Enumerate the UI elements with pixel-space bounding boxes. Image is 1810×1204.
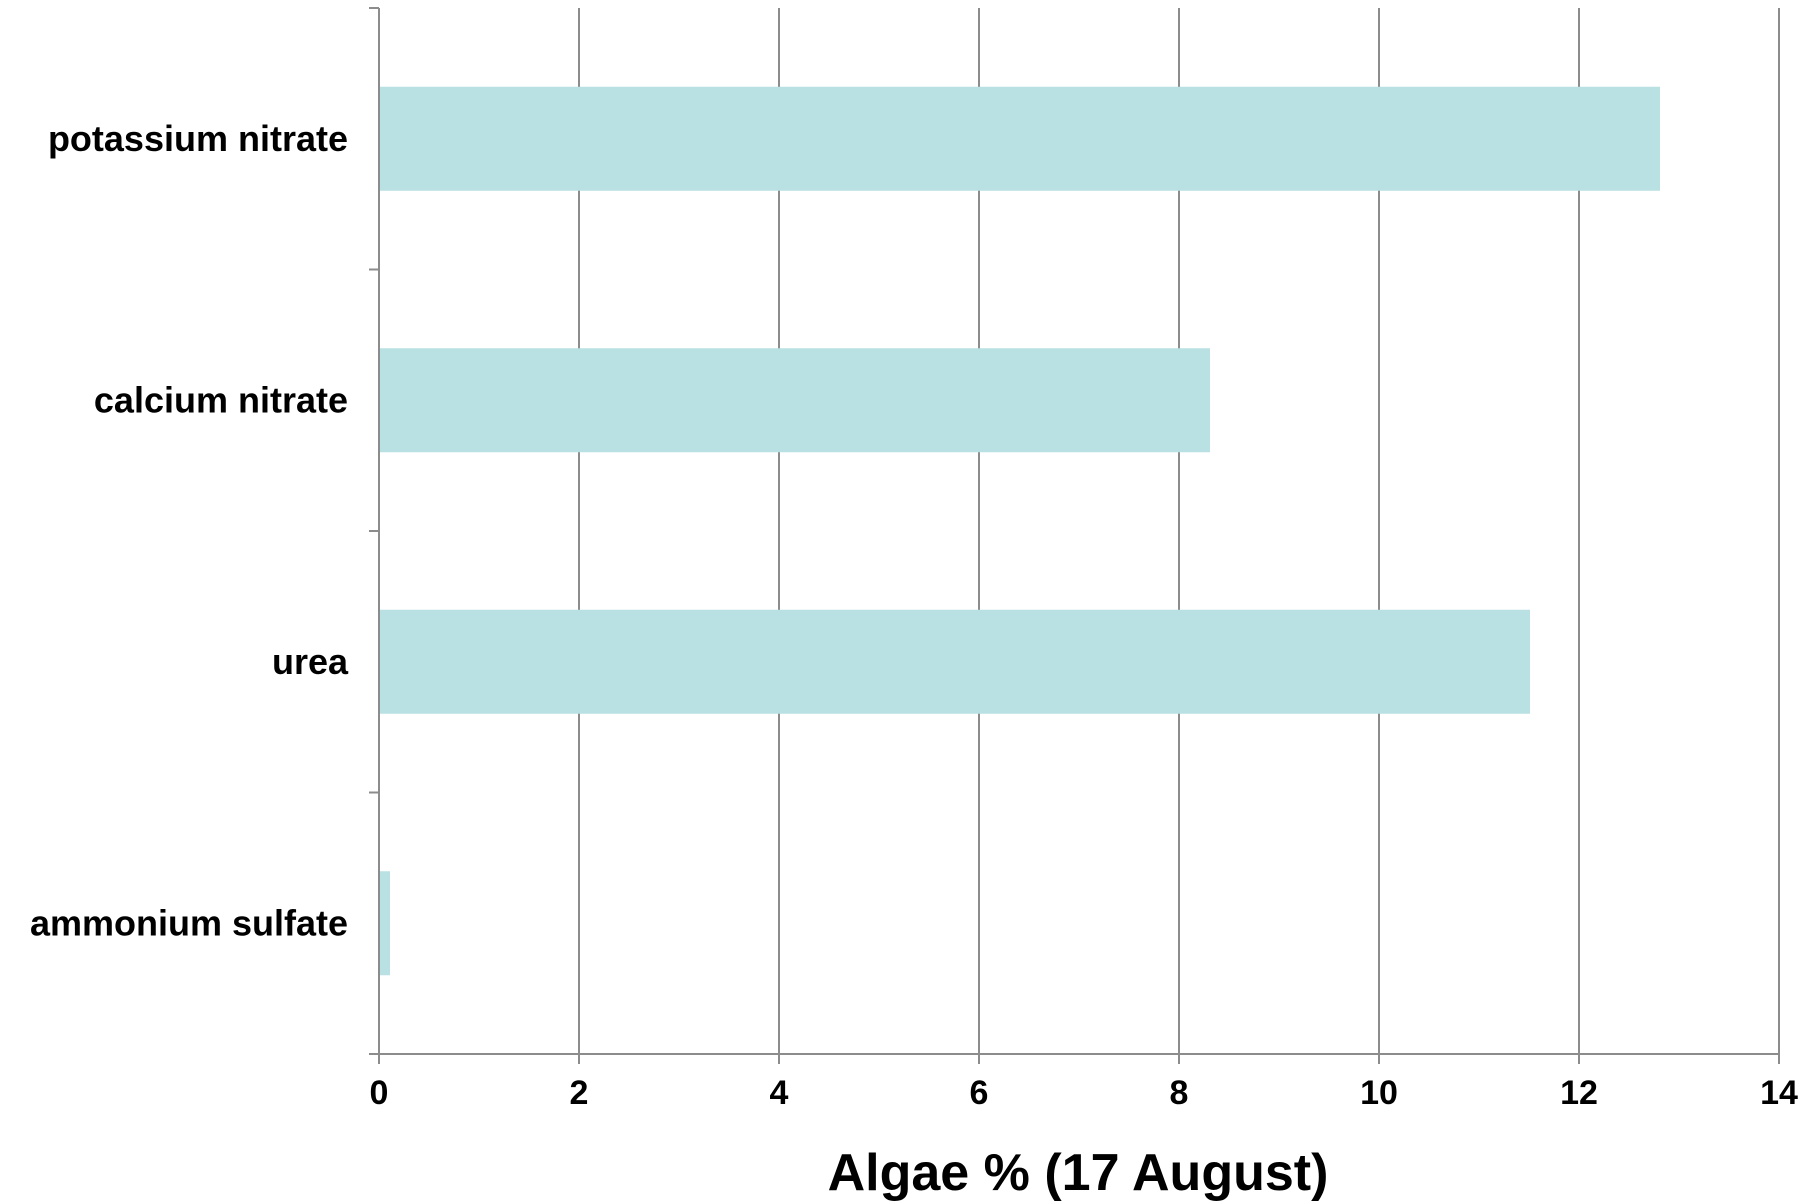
- x-axis-title: Algae % (17 August): [828, 1144, 1329, 1202]
- x-tick-labels: 0 2 4 6 8 10 12 14: [370, 1074, 1798, 1112]
- x-tick-label: 10: [1360, 1074, 1398, 1112]
- category-label: potassium nitrate: [48, 118, 348, 159]
- bar-urea: [380, 609, 1530, 714]
- category-label: calcium nitrate: [94, 379, 348, 420]
- x-tick-label: 12: [1560, 1074, 1598, 1112]
- x-tick-label: 2: [570, 1074, 589, 1112]
- x-tick-label: 8: [1170, 1074, 1189, 1112]
- bar-ammonium-sulfate: [380, 871, 390, 976]
- x-tick-label: 6: [970, 1074, 989, 1112]
- x-tick-label: 14: [1760, 1074, 1798, 1112]
- x-tick-label: 0: [370, 1074, 389, 1112]
- bars: [380, 86, 1660, 976]
- bar-calcium-nitrate: [380, 348, 1210, 453]
- category-label: urea: [272, 641, 349, 682]
- category-label: ammonium sulfate: [30, 902, 348, 943]
- axes: [369, 7, 1780, 1064]
- x-tick-label: 4: [770, 1074, 789, 1112]
- category-labels: potassium nitrate calcium nitrate urea ammo…: [30, 118, 349, 944]
- bar-potassium-nitrate: [380, 86, 1660, 191]
